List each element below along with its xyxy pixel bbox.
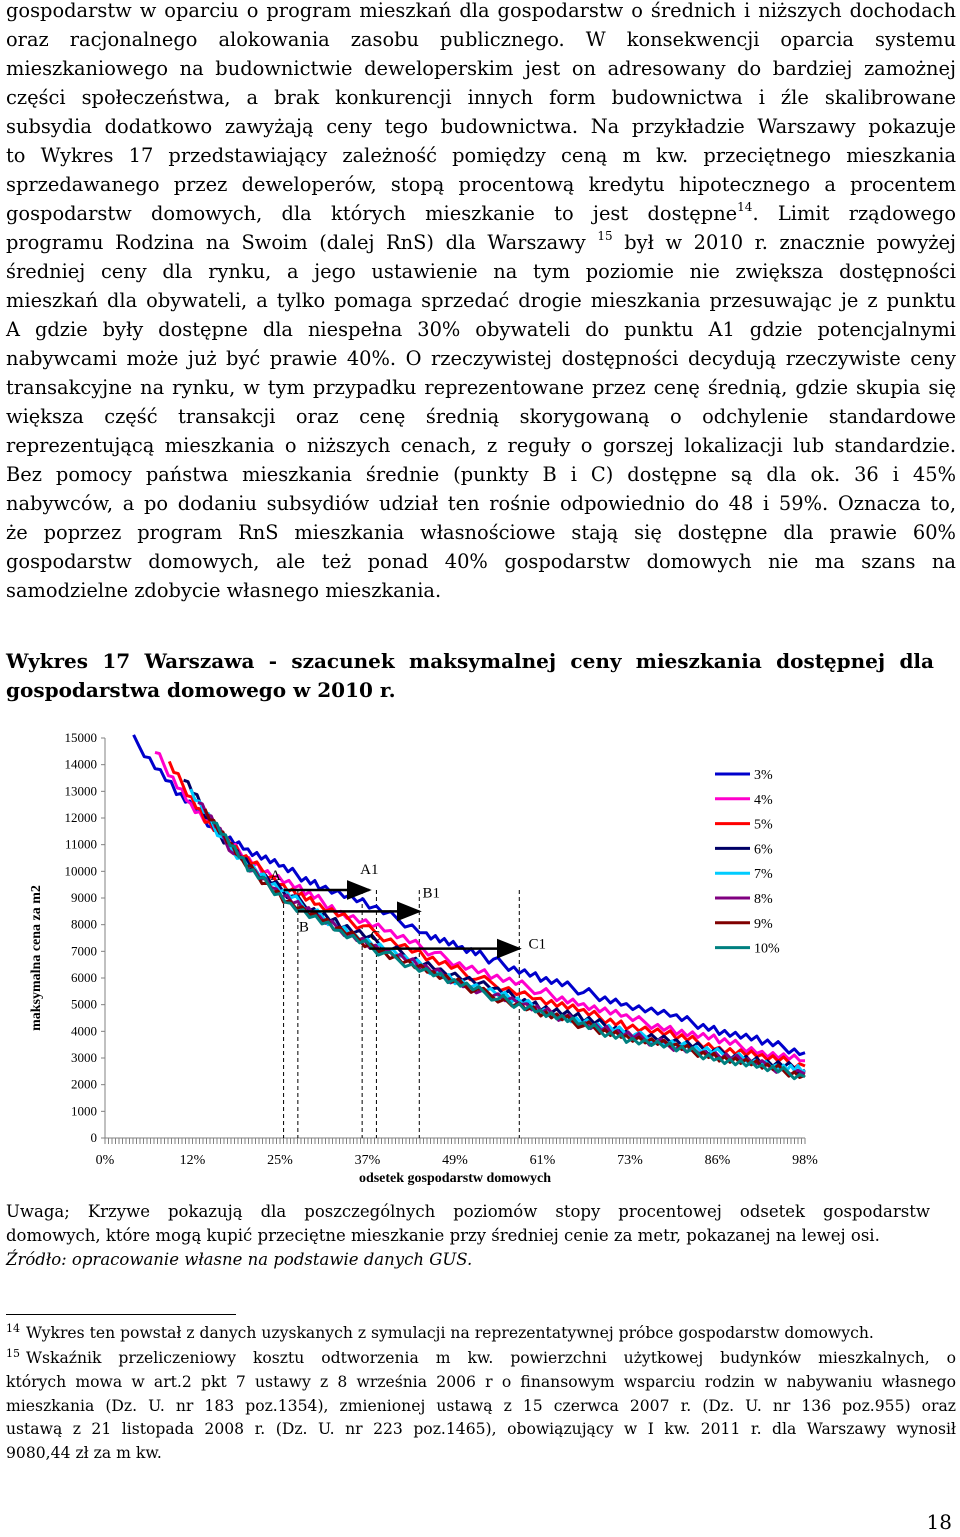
y-tick-label: 9000 bbox=[71, 890, 97, 905]
point-label: A bbox=[270, 868, 281, 884]
body-line: gospodarstw domowych, ale też ponad 40% … bbox=[6, 550, 956, 573]
body-line-tail: był w 2010 r. znacznie powyżej bbox=[612, 231, 956, 254]
footnote-text: Wykres ten powstał z danych uzyskanych z… bbox=[26, 1324, 874, 1342]
footnote-number: 15 bbox=[6, 1346, 20, 1360]
legend-label: 4% bbox=[754, 793, 773, 808]
caption-line: Wykres 17 Warszawa - szacunek maksymalne… bbox=[6, 649, 934, 673]
x-tick-label: 61% bbox=[530, 1153, 556, 1168]
footnote-14: 14 Wykres ten powstał z danych uzyskanych… bbox=[6, 1322, 956, 1347]
y-axis-title: maksymalna cena za m2 bbox=[29, 885, 44, 1031]
series-line-5pct bbox=[167, 760, 806, 1070]
body-line: że poprzez program RnS mieszkania własno… bbox=[6, 521, 956, 544]
x-tick-label: 49% bbox=[442, 1153, 468, 1168]
footnote-separator bbox=[6, 1314, 236, 1315]
body-line: gospodarstw w oparciu o program mieszkań… bbox=[6, 0, 956, 22]
body-line: średniej ceny dla rynku, a jego ustawien… bbox=[6, 260, 956, 283]
body-line-with-footnote: gospodarstw domowych, dla których mieszk… bbox=[6, 199, 956, 228]
legend-label: 6% bbox=[754, 842, 773, 857]
price-chart: 0 1000 2000 3000 4000 5000 6000 7000 8000 9000 100… bbox=[29, 730, 818, 1186]
point-label: C bbox=[370, 929, 380, 945]
y-tick-label: 12000 bbox=[65, 810, 98, 825]
x-tick-label: 12% bbox=[180, 1153, 206, 1168]
y-tick-label: 6000 bbox=[71, 970, 97, 985]
series-line-7pct bbox=[189, 788, 806, 1073]
body-line: samodzielne zdobycie własnego mieszkania… bbox=[6, 579, 442, 602]
footnote-ref-15[interactable]: 15 bbox=[597, 228, 613, 243]
series-line-3pct bbox=[132, 734, 806, 1057]
footnote-line: których mowa w art.2 pkt 7 ustawy z 8 wr… bbox=[6, 1373, 956, 1391]
body-line-tail: . Limit rządowego bbox=[752, 202, 956, 225]
footnotes: 14 Wykres ten powstał z danych uzyskanych… bbox=[6, 1322, 956, 1465]
legend-label: 5% bbox=[754, 818, 773, 833]
footnote-line: mieszkania (Dz. U. nr 183 poz.1354), zmi… bbox=[6, 1396, 956, 1415]
body-line: nabywcami może już być prawie 40%. O rze… bbox=[6, 347, 956, 370]
point-label: A1 bbox=[360, 862, 378, 878]
y-tick-label: 3000 bbox=[71, 1050, 97, 1065]
caption-line: gospodarstwa domowego w 2010 r. bbox=[6, 678, 396, 702]
legend-label: 3% bbox=[754, 768, 773, 783]
body-line: A gdzie były dostępne dla niespełna 30% … bbox=[6, 318, 956, 341]
y-tick-label: 2000 bbox=[71, 1077, 97, 1092]
x-tick-label: 73% bbox=[617, 1153, 643, 1168]
footnote-line: ustawą z 21 listopada 2008 r. (Dz. U. nr… bbox=[6, 1420, 956, 1438]
page-number: 18 bbox=[926, 1510, 952, 1534]
x-tick-label: 0% bbox=[96, 1153, 115, 1168]
body-line: sprzedawanego przez deweloperów, stopą p… bbox=[6, 173, 956, 196]
figure-caption: Wykres 17 Warszawa - szacunek maksymalne… bbox=[6, 647, 934, 705]
y-tick-label: 13000 bbox=[65, 783, 98, 798]
footnote-ref-14[interactable]: 14 bbox=[737, 199, 753, 214]
y-tick-label: 0 bbox=[91, 1130, 98, 1145]
footnote-15: 15 Wskaźnik przeliczeniowy kosztu odtworz… bbox=[6, 1347, 956, 1372]
legend-label: 8% bbox=[754, 892, 773, 907]
legend-label: 10% bbox=[754, 942, 780, 957]
body-line: oraz racjonalnego alokowania zasobu publ… bbox=[6, 28, 956, 51]
footnote-line: 9080,44 zł za m kw. bbox=[6, 1443, 162, 1462]
y-tick-label: 14000 bbox=[65, 757, 98, 772]
y-tick-label: 7000 bbox=[71, 943, 97, 958]
y-tick-label: 8000 bbox=[71, 917, 97, 932]
legend-label: 9% bbox=[754, 917, 773, 932]
x-tick-label: 37% bbox=[355, 1153, 381, 1168]
x-tick-label: 86% bbox=[705, 1153, 731, 1168]
source-line: Źródło: opracowanie własne na podstawie … bbox=[6, 1250, 473, 1269]
body-line: większa część transakcji oraz cenę średn… bbox=[6, 405, 956, 428]
y-tick-label: 10000 bbox=[65, 863, 98, 878]
y-tick-label: 1000 bbox=[71, 1103, 97, 1118]
body-line: mieszkań dla obywateli, a tylko pomaga s… bbox=[6, 289, 956, 312]
body-line: mieszkaniowego na budownictwie deweloper… bbox=[6, 57, 956, 80]
body-line: reprezentującą mieszkania o niższych cen… bbox=[6, 434, 956, 457]
y-tick-label: 5000 bbox=[71, 997, 97, 1012]
x-tick-label: 25% bbox=[267, 1153, 293, 1168]
footnote-number: 14 bbox=[6, 1322, 20, 1335]
point-label: B bbox=[299, 919, 309, 935]
y-tick-label: 4000 bbox=[71, 1023, 97, 1038]
y-tick-label: 15000 bbox=[65, 730, 98, 745]
x-tick-label: 98% bbox=[792, 1153, 818, 1168]
body-line-text: programu Rodzina na Swoim (dalej RnS) dl… bbox=[6, 231, 586, 254]
body-line: części społeczeństwa, a brak konkurencji… bbox=[6, 86, 956, 109]
note-line: domowych, które mogą kupić przeciętne mi… bbox=[6, 1226, 880, 1245]
body-line: to Wykres 17 przedstawiający zależność p… bbox=[6, 144, 956, 167]
legend-label: 7% bbox=[754, 867, 773, 882]
body-paragraph: gospodarstw w oparciu o program mieszkań… bbox=[6, 0, 956, 605]
body-line: Bez pomocy państwa mieszkania średnie (p… bbox=[6, 463, 956, 486]
body-line: subsydia dodatkowo zawyżają ceny tego bu… bbox=[6, 115, 956, 138]
body-line: nabywców, a po dodaniu subsydiów udział … bbox=[6, 492, 956, 515]
footnote-text: Wskaźnik przeliczeniowy kosztu odtworzen… bbox=[26, 1348, 956, 1367]
body-line-with-footnote: programu Rodzina na Swoim (dalej RnS) dl… bbox=[6, 228, 956, 257]
body-line-text: gospodarstw domowych, dla których mieszk… bbox=[6, 202, 738, 225]
x-axis-title: odsetek gospodarstw domowych bbox=[359, 1171, 551, 1186]
y-tick-label: 11000 bbox=[65, 837, 97, 852]
note-line: Uwaga; Krzywe pokazują dla poszczególnyc… bbox=[6, 1202, 930, 1221]
point-label: B1 bbox=[423, 885, 441, 901]
series-line-4pct bbox=[154, 750, 806, 1063]
body-line: transakcyjne na rynku, w tym przypadku r… bbox=[6, 376, 956, 399]
point-label: C1 bbox=[529, 937, 547, 953]
chart-note: Uwaga; Krzywe pokazują dla poszczególnyc… bbox=[6, 1200, 930, 1272]
